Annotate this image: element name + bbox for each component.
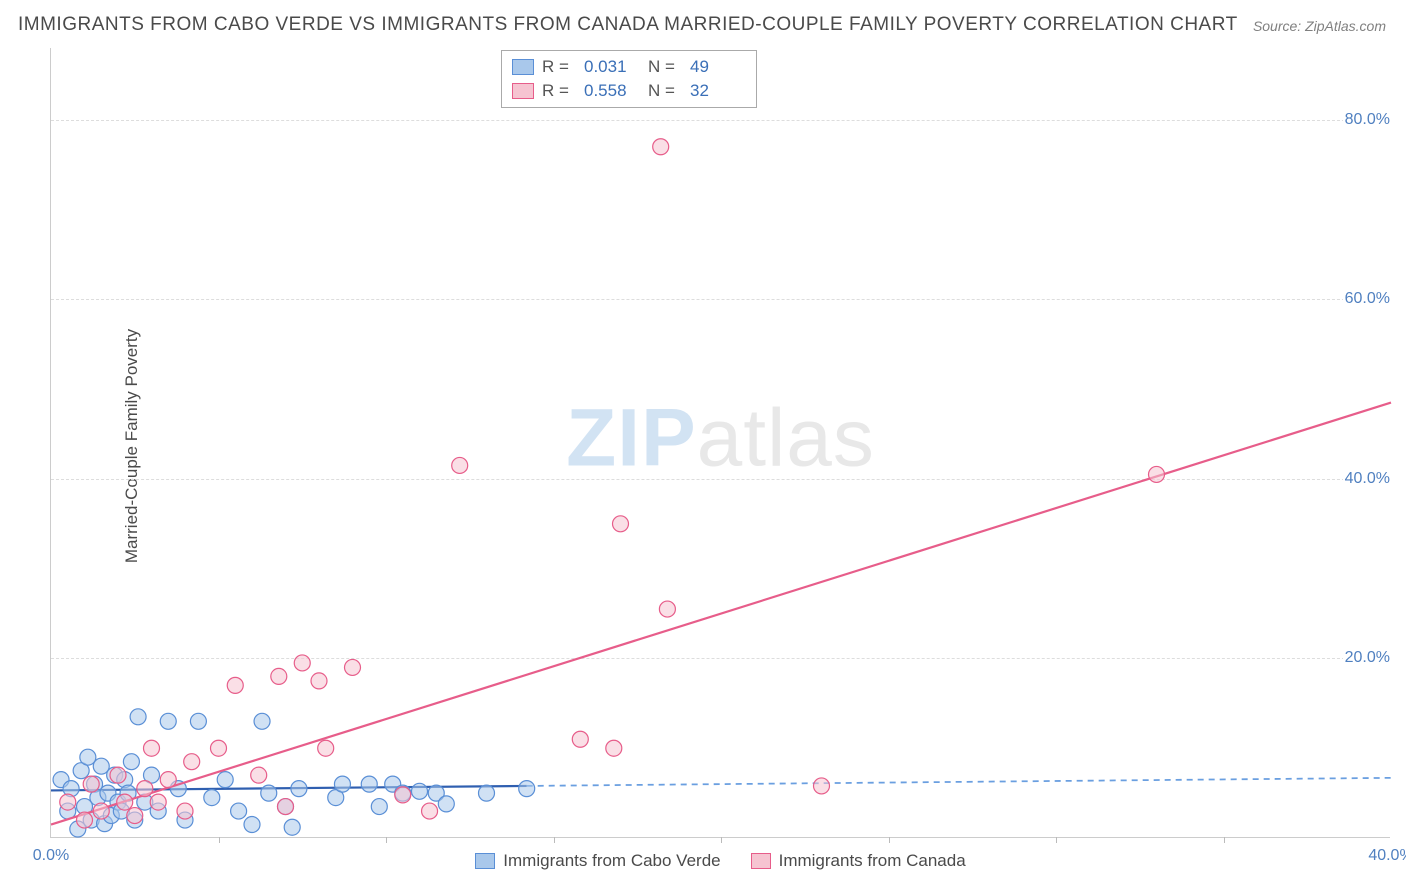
data-point (284, 819, 300, 835)
chart-plot-area: ZIPatlas 20.0%40.0%60.0%80.0% 0.0%40.0% … (50, 48, 1390, 838)
x-minor-tick (554, 837, 555, 843)
data-point (211, 740, 227, 756)
data-point (110, 767, 126, 783)
legend-row: R = 0.031 N = 49 (512, 55, 746, 79)
data-point (371, 799, 387, 815)
legend-item: Immigrants from Canada (751, 851, 966, 871)
data-point (438, 796, 454, 812)
x-minor-tick (1224, 837, 1225, 843)
data-point (452, 457, 468, 473)
data-point (659, 601, 675, 617)
data-point (254, 713, 270, 729)
source-credit: Source: ZipAtlas.com (1253, 18, 1386, 34)
x-minor-tick (889, 837, 890, 843)
data-point (271, 668, 287, 684)
data-point (422, 803, 438, 819)
data-point (144, 740, 160, 756)
legend-r-value: 0.558 (584, 79, 640, 103)
x-minor-tick (721, 837, 722, 843)
data-point (261, 785, 277, 801)
data-point (653, 139, 669, 155)
legend-n-value: 49 (690, 55, 746, 79)
data-point (93, 803, 109, 819)
x-minor-tick (219, 837, 220, 843)
data-point (184, 754, 200, 770)
data-point (160, 713, 176, 729)
data-point (291, 781, 307, 797)
data-point (361, 776, 377, 792)
correlation-legend: R = 0.031 N = 49 R = 0.558 N = 32 (501, 50, 757, 108)
data-point (150, 794, 166, 810)
legend-label: Immigrants from Canada (779, 851, 966, 871)
data-point (137, 781, 153, 797)
data-point (217, 772, 233, 788)
data-point (278, 799, 294, 815)
legend-swatch (475, 853, 495, 869)
x-minor-tick (1056, 837, 1057, 843)
data-point (606, 740, 622, 756)
legend-swatch (512, 83, 534, 99)
data-point (227, 677, 243, 693)
data-point (83, 776, 99, 792)
legend-n-label: N = (648, 55, 682, 79)
data-point (334, 776, 350, 792)
data-point (1149, 466, 1165, 482)
data-point (345, 659, 361, 675)
legend-swatch (512, 59, 534, 75)
legend-n-label: N = (648, 79, 682, 103)
data-point (479, 785, 495, 801)
data-point (117, 794, 133, 810)
data-point (613, 516, 629, 532)
legend-r-label: R = (542, 55, 576, 79)
data-point (572, 731, 588, 747)
data-point (127, 808, 143, 824)
data-point (294, 655, 310, 671)
legend-row: R = 0.558 N = 32 (512, 79, 746, 103)
data-point (231, 803, 247, 819)
data-point (77, 812, 93, 828)
data-point (318, 740, 334, 756)
legend-item: Immigrants from Cabo Verde (475, 851, 720, 871)
data-point (204, 790, 220, 806)
legend-r-label: R = (542, 79, 576, 103)
data-point (311, 673, 327, 689)
x-minor-tick (386, 837, 387, 843)
data-point (123, 754, 139, 770)
data-point (177, 803, 193, 819)
data-point (190, 713, 206, 729)
data-point (412, 783, 428, 799)
trend-line-extension (527, 778, 1391, 786)
legend-label: Immigrants from Cabo Verde (503, 851, 720, 871)
data-point (519, 781, 535, 797)
chart-title: IMMIGRANTS FROM CABO VERDE VS IMMIGRANTS… (18, 14, 1238, 36)
trend-line (51, 403, 1391, 825)
chart-svg (51, 48, 1390, 837)
data-point (395, 787, 411, 803)
data-point (251, 767, 267, 783)
data-point (130, 709, 146, 725)
data-point (60, 794, 76, 810)
series-legend: Immigrants from Cabo Verde Immigrants fro… (51, 851, 1390, 871)
legend-swatch (751, 853, 771, 869)
data-point (244, 817, 260, 833)
data-point (814, 778, 830, 794)
legend-r-value: 0.031 (584, 55, 640, 79)
legend-n-value: 32 (690, 79, 746, 103)
data-point (160, 772, 176, 788)
